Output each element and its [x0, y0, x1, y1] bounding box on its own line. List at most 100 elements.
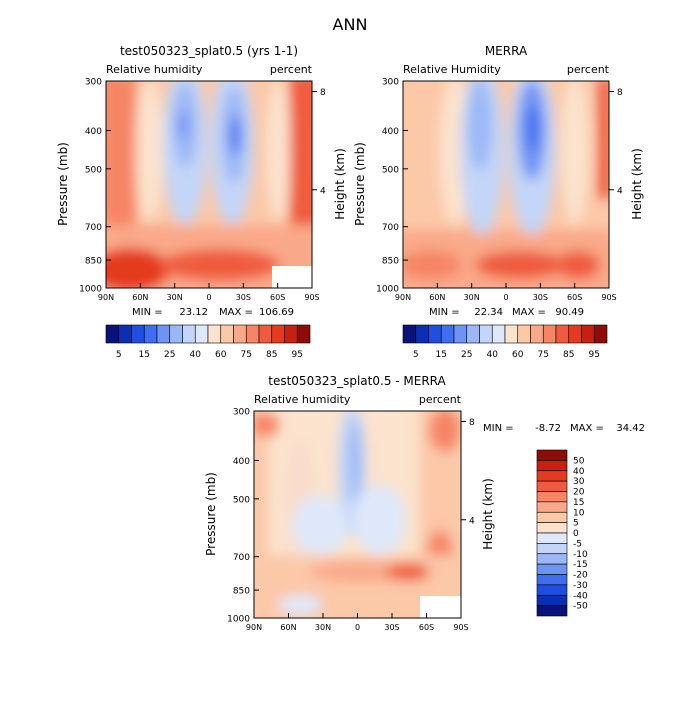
panel-1-ytick-label: 1000 — [79, 285, 102, 295]
panel-3-min-value: -8.72 — [535, 423, 561, 434]
panel-1-colorbar-label: 85 — [266, 350, 277, 360]
panel-1-ylabel: Pressure (mb) — [56, 142, 70, 226]
panel-3-field — [254, 411, 461, 618]
panel-3-ytick-label: 400 — [233, 457, 250, 467]
panel-2-xtick-label: 30S — [533, 293, 548, 302]
panel-2-ytick-label: 300 — [382, 78, 399, 88]
panel-1-colorbar-swatch — [105, 324, 120, 344]
panel-1-ytick-label: 700 — [85, 223, 102, 233]
panel-2-colorbar-swatch — [504, 324, 519, 344]
panel-3-colorbar-label: 40 — [573, 467, 585, 477]
panel-3-colorbar-swatch — [536, 522, 568, 534]
panel-2-colorbar-swatch — [593, 324, 608, 344]
panel-3-colorbar-label: 30 — [573, 477, 585, 487]
panel-3-colorbar-label: -15 — [573, 560, 588, 570]
panel-2: MERRA Relative Humidity percent 30040050… — [353, 44, 644, 360]
panel-1-colorbar-label: 95 — [292, 350, 303, 360]
panel-3-colorbar-label: 0 — [573, 529, 579, 539]
panel-3-ylabel: Pressure (mb) — [204, 472, 218, 556]
panel-1-max-label: MAX = — [219, 307, 253, 318]
panel-1-colorbar-swatch — [258, 324, 273, 344]
panel-1-colorbar-swatch — [143, 324, 158, 344]
panel-1-colorbar-swatch — [271, 324, 285, 344]
panel-1-colorbar-label: 5 — [116, 350, 122, 360]
panel-1-left-label: Relative humidity — [106, 63, 203, 76]
panel-3-ytick-label: 300 — [233, 408, 250, 418]
panel-3-htick-label: 8 — [469, 418, 475, 428]
panel-2-colorbar-swatch — [491, 324, 506, 344]
panel-1-min-value: 23.12 — [179, 307, 208, 318]
panel-3-colorbar-label: -5 — [573, 539, 582, 549]
panel-2-colorbar-swatch — [530, 324, 544, 344]
panel-1-xtick-label: 30S — [236, 293, 251, 302]
panel-2-ylabel: Pressure (mb) — [353, 142, 367, 226]
panel-3-x-ticks: 90N 60N 30N 0 30S 60S 90S — [246, 613, 469, 632]
panel-2-colorbar-swatch — [415, 324, 429, 344]
panel-3-colorbar-label: 10 — [573, 508, 585, 518]
panel-1-colorbar-swatch — [182, 324, 196, 344]
panel-2-colorbar-label: 75 — [538, 350, 549, 360]
panel-3-colorbar-swatch — [536, 563, 568, 575]
panel-2-left-label: Relative Humidity — [403, 63, 501, 76]
panel-3-ytick-label: 700 — [233, 553, 250, 563]
panel-3-xtick-label: 90S — [453, 623, 468, 632]
panel-2-xtick-label: 60S — [567, 293, 582, 302]
panel-2-colorbar-swatch — [479, 324, 493, 344]
panel-2-htick-label: 8 — [617, 88, 623, 98]
panel-3-colorbar-swatch — [536, 532, 568, 544]
panel-1-colorbar-label: 25 — [164, 350, 175, 360]
panel-2-min-value: 22.34 — [474, 307, 503, 318]
panel-3-left-label: Relative humidity — [254, 393, 351, 406]
panel-1-colorbar-swatch — [296, 324, 311, 344]
panel-1-colorbar-label: 40 — [190, 350, 202, 360]
panel-1-missing-region — [272, 266, 312, 288]
panel-2-colorbar-swatch — [440, 324, 455, 344]
panel-3-colorbar-swatch — [536, 449, 568, 461]
panel-3-xtick-label: 60N — [280, 623, 296, 632]
panel-2-colorbar-swatch — [517, 324, 531, 344]
panel-3-max-value: 34.42 — [616, 423, 645, 434]
panel-1-title: test050323_splat0.5 (yrs 1-1) — [120, 44, 298, 58]
panel-3-y-ticks: 300 400 500 700 850 1000 — [227, 408, 259, 625]
panel-2-max-label: MAX = — [512, 307, 546, 318]
panel-3-max-label: MAX = — [570, 423, 604, 434]
panel-1-ytick-label: 850 — [85, 257, 102, 267]
panel-2-ytick-label: 1000 — [376, 285, 399, 295]
panel-2-ytick-label: 700 — [382, 223, 399, 233]
panel-1-colorbar-swatch — [220, 324, 234, 344]
panel-2-colorbar-label: 95 — [589, 350, 600, 360]
panel-1-colorbar-swatch — [118, 324, 132, 344]
panel-1-xtick-label: 30N — [167, 293, 183, 302]
panel-1-right-label: percent — [270, 63, 313, 76]
panel-3-colorbar-swatch — [536, 584, 568, 596]
panel-3-right-label: percent — [419, 393, 462, 406]
panel-3-colorbar-swatch — [536, 543, 568, 555]
panel-2-colorbar-label: 5 — [413, 350, 419, 360]
panel-1-x-ticks: 90N 60N 30N 0 30S 60S 90S — [98, 283, 320, 302]
panel-2-x-ticks: 90N 60N 30N 0 30S 60S 90S — [395, 283, 617, 302]
panel-2-colorbar: 5 15 25 40 60 75 85 95 — [402, 324, 608, 360]
panel-3-colorbar-swatch — [536, 594, 568, 606]
panel-3: test050323_splat0.5 - MERRA Relative hum… — [204, 374, 645, 632]
panel-2-ytick-label: 400 — [382, 127, 399, 137]
panel-2-colorbar-swatch — [428, 324, 442, 344]
panel-1-colorbar-label: 15 — [139, 350, 150, 360]
panel-2-title: MERRA — [485, 44, 528, 58]
panel-1-colorbar: 5 15 25 40 60 75 85 95 — [105, 324, 311, 360]
panel-1-colorbar-label: 60 — [215, 350, 227, 360]
panel-1-colorbar-swatch — [245, 324, 260, 344]
panel-2-xtick-label: 0 — [503, 293, 508, 302]
panel-2-xtick-label: 60N — [429, 293, 445, 302]
panel-2-colorbar-label: 40 — [487, 350, 499, 360]
panel-3-colorbar-label: -40 — [573, 591, 588, 601]
panel-1-field — [106, 81, 312, 288]
panel-2-y-ticks: 300 400 500 700 850 1000 — [376, 78, 408, 295]
panel-1-min-label: MIN = — [132, 307, 163, 318]
panel-2-colorbar-label: 25 — [461, 350, 472, 360]
panel-3-ytick-label: 1000 — [227, 615, 250, 625]
panel-1-xtick-label: 90S — [304, 293, 319, 302]
panel-3-missing-region — [420, 596, 461, 618]
panel-3-colorbar-label: -20 — [573, 571, 588, 581]
